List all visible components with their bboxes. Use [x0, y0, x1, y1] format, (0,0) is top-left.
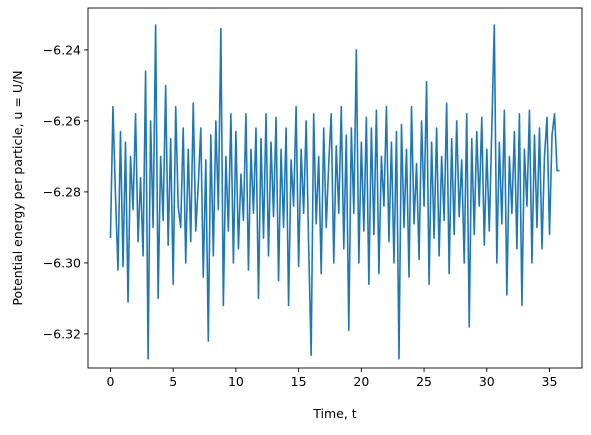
data-line: [109, 24, 560, 360]
x-axis-label: Time, t: [312, 406, 357, 421]
x-tick-label: 15: [291, 374, 307, 389]
plot-frame: [87, 7, 583, 369]
y-axis-label: Potential energy per particle, u = U/N: [10, 70, 25, 305]
y-tick-label: −6.24: [43, 42, 81, 57]
x-tick-label: 30: [479, 374, 495, 389]
x-tick-label: 35: [542, 374, 558, 389]
x-tick-label: 0: [106, 374, 114, 389]
x-tick-label: 20: [353, 374, 369, 389]
x-tick-label: 10: [228, 374, 244, 389]
y-tick-label: −6.26: [43, 113, 81, 128]
x-tick-label: 5: [169, 374, 177, 389]
y-tick-label: −6.32: [43, 326, 81, 341]
y-tick-label: −6.28: [43, 184, 81, 199]
y-tick-label: −6.30: [43, 255, 81, 270]
x-tick-label: 25: [416, 374, 432, 389]
